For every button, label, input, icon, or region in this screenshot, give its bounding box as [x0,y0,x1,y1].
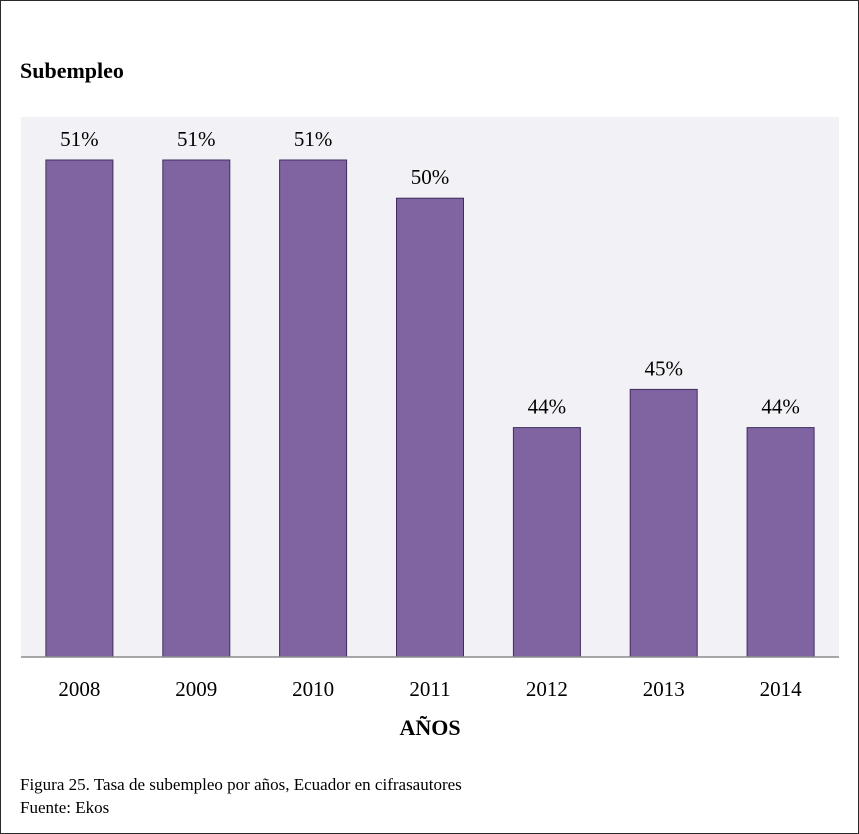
data-label-2011: 50% [411,165,450,189]
x-tick-label-2009: 2009 [175,677,217,701]
bars-group [45,159,815,658]
x-axis-title: AÑOS [399,715,460,740]
x-tick-label-2013: 2013 [643,677,685,701]
x-tick-labels-group: 2008 2009 2010 2011 2012 2013 2014 [58,677,802,701]
data-label-2009: 51% [177,127,216,151]
data-labels-group: 51% 51% 51% 50% 44% 45% 44% [60,127,800,419]
figure-caption: Figura 25. Tasa de subempleo por años, E… [20,773,462,819]
x-tick-label-2010: 2010 [292,677,334,701]
bar-2013 [629,388,698,658]
x-tick-label-2008: 2008 [58,677,100,701]
data-label-2008: 51% [60,127,99,151]
x-tick-label-2014: 2014 [760,677,803,701]
bar-2010 [279,159,348,658]
x-tick-label-2011: 2011 [409,677,450,701]
bar-2009 [162,159,231,658]
bar-2014 [746,427,815,658]
data-label-2010: 51% [294,127,333,151]
data-label-2012: 44% [528,395,567,419]
x-tick-label-2012: 2012 [526,677,568,701]
bar-2012 [512,427,581,658]
data-label-2014: 44% [761,395,800,419]
bar-2011 [396,197,464,658]
caption-line: Figura 25. Tasa de subempleo por años, E… [20,775,462,794]
data-label-2013: 45% [644,356,683,380]
source-line: Fuente: Ekos [20,798,110,817]
bar-2008 [45,159,114,658]
chart-title: Subempleo [20,58,124,83]
